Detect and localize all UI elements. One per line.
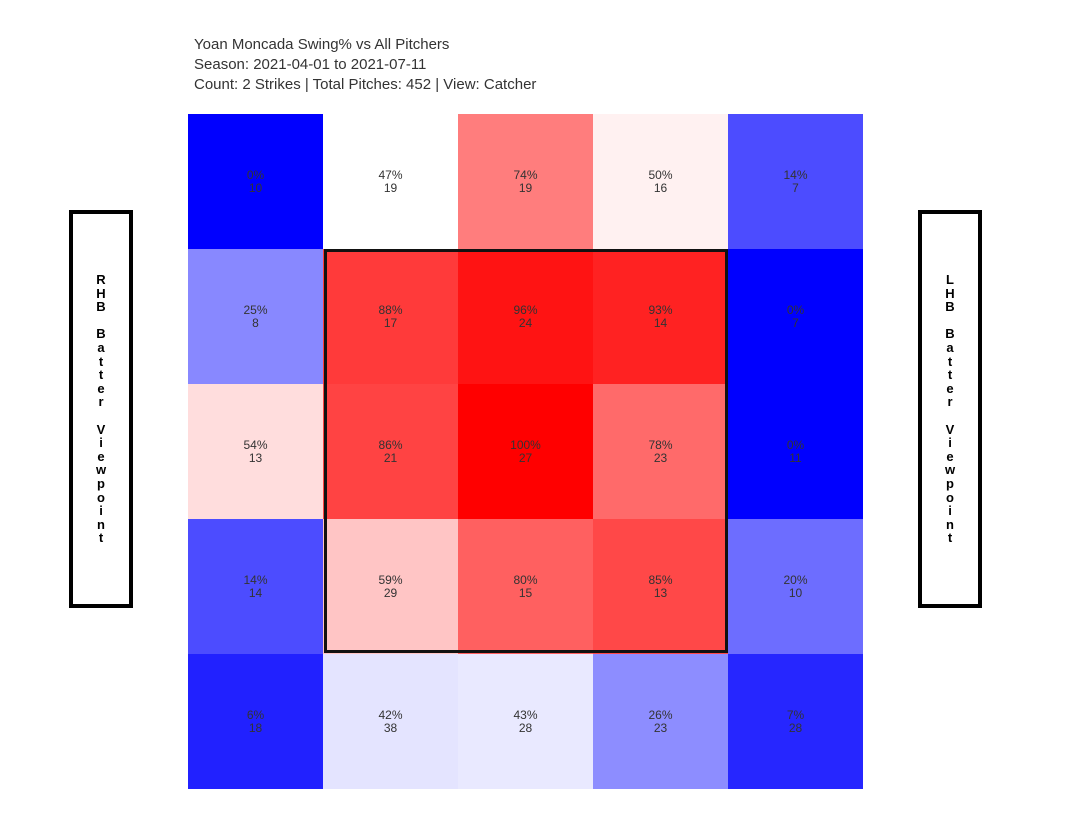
- zone-cell: 14% 7: [728, 114, 863, 249]
- zone-swing-pct: 88%: [378, 302, 403, 317]
- zone-swing-pct: 93%: [648, 302, 673, 317]
- zone-swing-pct: 6%: [246, 707, 265, 722]
- zone-swing-pct: 59%: [378, 572, 403, 587]
- season-range: Season: 2021-04-01 to 2021-07-11: [194, 56, 427, 73]
- zone-swing-pct: 54%: [243, 437, 268, 452]
- zone-pitch-count: 11: [789, 450, 802, 465]
- zone-pitch-count: 28: [788, 720, 803, 735]
- zone-cell: 100% 27: [458, 384, 593, 519]
- zone-cell: 0% 7: [728, 249, 863, 384]
- zone-pitch-count: 28: [518, 720, 533, 735]
- zone-cell: 93% 14: [593, 249, 728, 384]
- zone-pitch-count: 23: [653, 450, 668, 465]
- zone-swing-pct: 25%: [243, 302, 268, 317]
- zone-pitch-count: 21: [383, 450, 398, 465]
- zone-cell: 14% 14: [188, 519, 323, 654]
- zone-swing-pct: 7%: [786, 707, 805, 722]
- zone-pitch-count: 27: [518, 450, 533, 465]
- chart-title: Yoan Moncada Swing% vs All Pitchers: [194, 36, 450, 53]
- zone-cell: 0% 10: [188, 114, 323, 249]
- zone-pitch-count: 8: [252, 315, 259, 330]
- zone-swing-pct: 85%: [648, 572, 673, 587]
- zone-cell: 86% 21: [323, 384, 458, 519]
- zone-cell: 26% 23: [593, 654, 728, 789]
- zone-cell: 78% 23: [593, 384, 728, 519]
- zone-cell: 25% 8: [188, 249, 323, 384]
- zone-pitch-count: 10: [788, 585, 803, 600]
- zone-pitch-count: 10: [248, 180, 263, 195]
- zone-swing-pct: 14%: [243, 572, 268, 587]
- count-summary: Count: 2 Strikes | Total Pitches: 452 | …: [194, 76, 537, 93]
- zone-swing-pct: 78%: [648, 437, 673, 452]
- zone-swing-pct: 86%: [378, 437, 403, 452]
- zone-swing-pct: 20%: [783, 572, 808, 587]
- zone-cell: 20% 10: [728, 519, 863, 654]
- zone-cell: 88% 17: [323, 249, 458, 384]
- zone-swing-pct: 50%: [648, 167, 673, 182]
- zone-swing-pct: 74%: [513, 167, 538, 182]
- zone-heatmap: 0% 10 47% 19 74% 19 50% 16 14% 7 25% 8 88% 17 96% 24 93%…: [188, 114, 863, 789]
- zone-cell: 59% 29: [323, 519, 458, 654]
- zone-swing-pct: 42%: [378, 707, 403, 722]
- zone-swing-pct: 0%: [786, 302, 805, 317]
- zone-pitch-count: 29: [383, 585, 398, 600]
- zone-swing-pct: 14%: [783, 167, 808, 182]
- zone-pitch-count: 13: [248, 450, 263, 465]
- zone-pitch-count: 13: [653, 585, 668, 600]
- zone-swing-pct: 26%: [648, 707, 673, 722]
- zone-swing-pct: 47%: [378, 167, 403, 182]
- zone-pitch-count: 7: [792, 315, 799, 330]
- zone-pitch-count: 18: [248, 720, 263, 735]
- zone-swing-pct: 80%: [513, 572, 538, 587]
- zone-cell: 80% 15: [458, 519, 593, 654]
- zone-cell: 6% 18: [188, 654, 323, 789]
- zone-swing-pct: 100%: [510, 437, 541, 452]
- zone-pitch-count: 24: [518, 315, 533, 330]
- chart-header: Yoan Moncada Swing% vs All Pitchers Seas…: [194, 35, 536, 95]
- zone-swing-pct: 96%: [513, 302, 538, 317]
- zone-cell: 85% 13: [593, 519, 728, 654]
- zone-swing-pct: 0%: [246, 167, 265, 182]
- zone-cell: 7% 28: [728, 654, 863, 789]
- zone-pitch-count: 7: [792, 180, 799, 195]
- zone-pitch-count: 38: [383, 720, 398, 735]
- zone-cell: 0% 11: [728, 384, 863, 519]
- zone-cell: 42% 38: [323, 654, 458, 789]
- zone-pitch-count: 15: [518, 585, 533, 600]
- zone-pitch-count: 19: [518, 180, 533, 195]
- zone-cell: 54% 13: [188, 384, 323, 519]
- zone-cell: 47% 19: [323, 114, 458, 249]
- zone-swing-pct: 43%: [513, 707, 538, 722]
- zone-pitch-count: 14: [248, 585, 263, 600]
- zone-cell: 74% 19: [458, 114, 593, 249]
- zone-cell: 43% 28: [458, 654, 593, 789]
- zone-swing-pct: 0%: [786, 437, 805, 452]
- zone-pitch-count: 19: [383, 180, 398, 195]
- zone-cell: 50% 16: [593, 114, 728, 249]
- zone-cell: 96% 24: [458, 249, 593, 384]
- zone-pitch-count: 17: [383, 315, 398, 330]
- zone-pitch-count: 16: [653, 180, 668, 195]
- zone-pitch-count: 23: [653, 720, 668, 735]
- zone-pitch-count: 14: [653, 315, 668, 330]
